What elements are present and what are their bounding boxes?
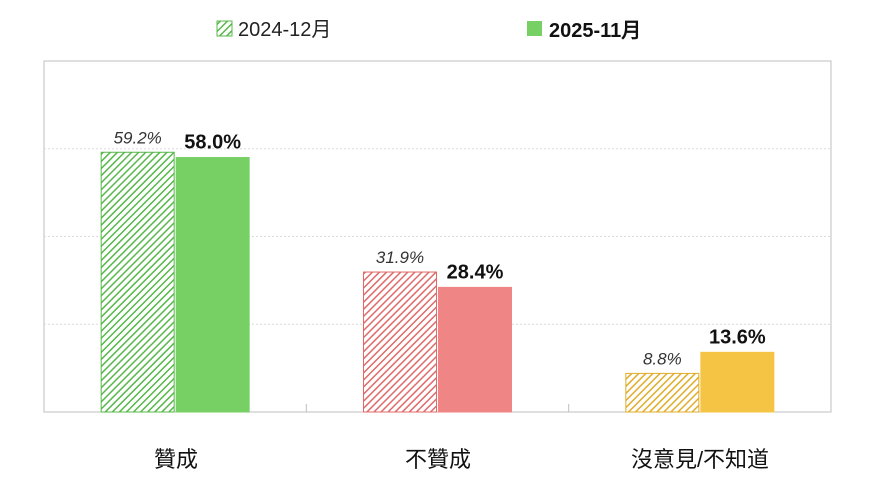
legend-swatch-2024-12	[216, 20, 233, 37]
category-label-no-opinion: 沒意見/不知道	[631, 447, 769, 472]
legend-swatch-2025-11	[527, 21, 542, 36]
category-labels: 贊成 不贊成 沒意見/不知道	[154, 447, 769, 472]
value-label-2025-11-2: 13.6%	[709, 326, 766, 348]
bar-2024-12-0	[100, 151, 175, 413]
bars	[100, 151, 775, 413]
value-label-2025-11-1: 28.4%	[447, 261, 504, 283]
legend-label-2025-11: 2025-11月	[549, 20, 641, 42]
bar-2025-11-2	[700, 351, 775, 413]
bar-2025-11-0	[175, 157, 250, 413]
legend-label-2024-12: 2024-12月	[238, 19, 331, 41]
gridlines	[44, 148, 831, 325]
category-label-approve: 贊成	[154, 447, 198, 472]
value-label-2024-12-1: 31.9%	[376, 248, 424, 267]
category-ticks	[305, 404, 570, 412]
plot-area: 59.2% 58.0% 31.9% 28.4% 8.8% 13.6%	[43, 60, 832, 413]
value-label-2024-12-2: 8.8%	[643, 349, 682, 368]
bar-2024-12-1	[363, 271, 437, 413]
value-label-2025-11-0: 58.0%	[184, 132, 241, 154]
value-labels: 59.2% 58.0% 31.9% 28.4% 8.8% 13.6%	[114, 128, 766, 368]
bar-2025-11-1	[438, 286, 512, 413]
legend: 2024-12月 2025-11月	[216, 19, 641, 42]
category-label-disapprove: 不贊成	[405, 447, 471, 472]
bar-2024-12-2	[625, 372, 700, 413]
value-label-2024-12-0: 59.2%	[114, 128, 162, 147]
